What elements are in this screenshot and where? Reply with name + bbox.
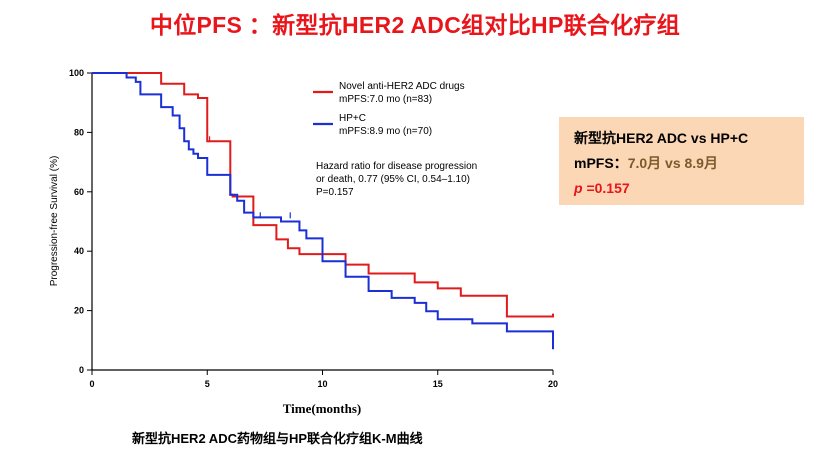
- summary-box: 新型抗HER2 ADC vs HP+C mPFS：7.0月 vs 8.9月 p …: [559, 117, 804, 205]
- legend-stat-adc: mPFS:7.0 mo (n=83): [339, 94, 432, 105]
- x-tick-label: 15: [433, 379, 443, 389]
- summary-p-symbol: p: [574, 180, 583, 196]
- legend-label-adc: Novel anti-HER2 ADC drugs: [339, 81, 465, 92]
- y-tick-label: 20: [74, 306, 84, 316]
- series-line-hpc: [92, 72, 554, 350]
- x-tick-label: 10: [317, 379, 327, 389]
- x-tick-label: 5: [205, 379, 210, 389]
- hazard-ratio-annotation: Hazard ratio for disease progression or …: [316, 161, 477, 198]
- summary-mpfs-values: 7.0月 vs 8.9月: [627, 155, 718, 171]
- x-tick-label: 0: [89, 379, 94, 389]
- legend: Novel anti-HER2 ADC drugs mPFS:7.0 mo (n…: [313, 81, 465, 137]
- annotation-line-3: P=0.157: [316, 187, 354, 198]
- y-tick-label: 100: [69, 68, 84, 78]
- y-tick-label: 80: [74, 127, 84, 137]
- chart-axes: 0 20 40 60 80 100 0 5 10 15 20: [69, 68, 558, 389]
- y-tick-label: 60: [74, 187, 84, 197]
- legend-stat-hpc: mPFS:8.9 mo (n=70): [339, 126, 432, 137]
- y-tick-label: 40: [74, 246, 84, 256]
- chart-series: [92, 72, 554, 350]
- summary-mpfs-label: mPFS：: [574, 155, 628, 171]
- x-tick-label: 20: [548, 379, 558, 389]
- y-axis-title: Progression-free Survival (%): [49, 156, 60, 287]
- series-line-adc: [92, 72, 554, 318]
- y-tick-label: 0: [79, 365, 84, 375]
- slide-title: 中位PFS ：新型抗HER2 ADC组对比HP联合化疗组: [149, 12, 681, 38]
- summary-mpfs: mPFS：7.0月 vs 8.9月: [574, 151, 804, 176]
- summary-p-number: =0.157: [582, 180, 630, 196]
- annotation-line-2: or death, 0.77 (95% CI, 0.54–1.10): [316, 174, 470, 185]
- summary-p-value: p =0.157: [574, 176, 804, 201]
- figure-caption: 新型抗HER2 ADC药物组与HP联合化疗组K-M曲线: [132, 431, 423, 446]
- x-axis-title: Time(months): [283, 401, 361, 416]
- legend-label-hpc: HP+C: [339, 113, 366, 124]
- summary-comparison: 新型抗HER2 ADC vs HP+C: [574, 130, 749, 146]
- annotation-line-1: Hazard ratio for disease progression: [316, 161, 477, 172]
